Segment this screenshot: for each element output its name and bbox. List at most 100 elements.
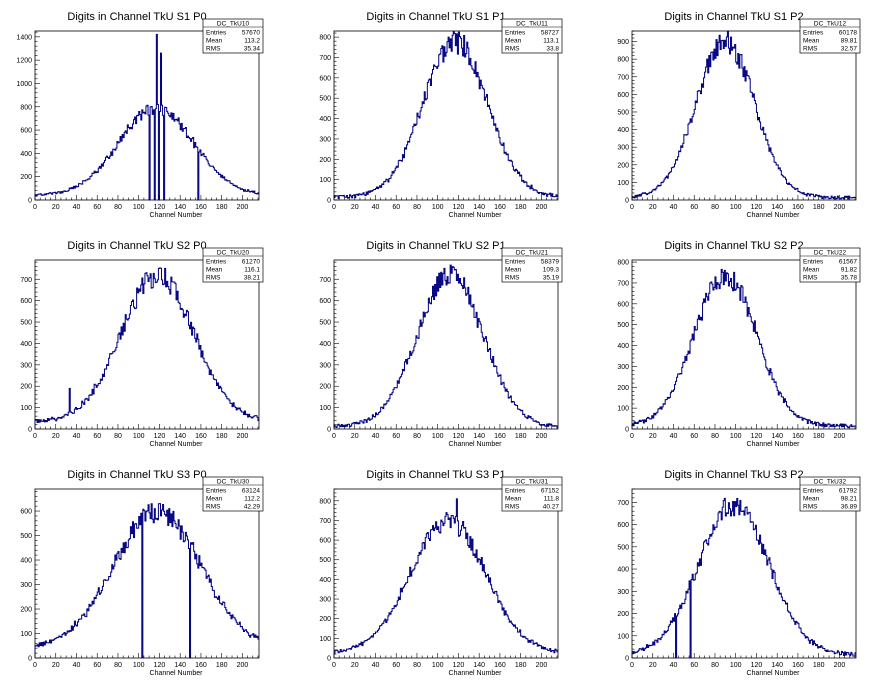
x-tick-label: 60 <box>392 662 400 669</box>
y-tick-label: 0 <box>28 656 32 663</box>
x-tick-label: 180 <box>216 662 228 669</box>
x-tick-label: 160 <box>792 662 804 669</box>
stats-frame <box>799 18 861 54</box>
stats-rms-value: 36.89 <box>841 504 858 511</box>
x-tick-label: 40 <box>73 204 81 211</box>
x-tick-label: 0 <box>332 433 336 440</box>
y-tick-label: 600 <box>617 92 629 99</box>
y-tick-label: 500 <box>319 320 331 327</box>
x-tick-label: 80 <box>413 662 421 669</box>
stats-box: DC_TkU32 Entries 61792 Mean 98.21 RMS 36.89 <box>799 476 861 512</box>
x-tick-label: 160 <box>195 662 207 669</box>
y-tick-label: 200 <box>617 385 629 392</box>
x-tick-label: 80 <box>413 204 421 211</box>
chart-title: Digits in Channel TkU S3 P2 <box>664 469 803 481</box>
x-tick-label: 120 <box>751 204 763 211</box>
stats-entries-label: Entries <box>505 488 526 495</box>
x-tick-label: 160 <box>494 433 506 440</box>
histogram-panel: Digits in Channel TkU S2 P0 0 20 40 60 80 100 1… <box>20 240 264 448</box>
stats-box: DC_TkU22 Entries 61567 Mean 91.82 RMS 35.78 <box>799 247 861 283</box>
x-tick-label: 0 <box>630 662 634 669</box>
x-tick-label: 100 <box>432 662 444 669</box>
y-tick-label: 600 <box>617 522 629 529</box>
stats-entries-label: Entries <box>206 30 227 37</box>
y-tick-label: 800 <box>319 498 331 505</box>
stats-frame <box>501 247 563 283</box>
x-tick-label: 0 <box>332 662 336 669</box>
y-tick-label: 100 <box>319 636 331 643</box>
y-tick-label: 100 <box>617 406 629 413</box>
y-tick-label: 300 <box>319 362 331 369</box>
x-tick-label: 20 <box>351 433 359 440</box>
y-tick-label: 400 <box>20 341 32 348</box>
chart-title: Digits in Channel TkU S2 P0 <box>67 240 206 252</box>
y-tick-label: 400 <box>20 151 32 158</box>
x-tick-label: 40 <box>372 433 380 440</box>
x-tick-label: 60 <box>93 433 101 440</box>
y-tick-label: 0 <box>625 656 629 663</box>
histogram-panel: Digits in Channel TkU S3 P0 0 20 40 60 80 100 1… <box>20 469 264 677</box>
stats-rms-label: RMS <box>206 275 221 282</box>
y-tick-label: 600 <box>319 538 331 545</box>
stats-frame <box>501 476 563 512</box>
x-tick-label: 200 <box>834 433 846 440</box>
x-tick-label: 40 <box>73 662 81 669</box>
stats-mean-label: Mean <box>803 496 820 503</box>
plot-frame <box>34 259 260 430</box>
x-tick-label: 120 <box>453 204 465 211</box>
x-tick-label: 180 <box>515 204 527 211</box>
y-tick-label: 400 <box>319 341 331 348</box>
x-tick-label: 80 <box>711 204 719 211</box>
y-tick-label: 800 <box>20 104 32 111</box>
stats-rms-value: 32.57 <box>841 46 858 53</box>
stats-rms-value: 40.27 <box>543 504 560 511</box>
stats-box: DC_TkU31 Entries 67152 Mean 111.8 RMS 40.27 <box>501 476 563 512</box>
x-tick-label: 0 <box>630 204 634 211</box>
stats-frame <box>202 18 264 54</box>
x-tick-label: 200 <box>237 204 249 211</box>
stats-mean-label: Mean <box>505 38 522 45</box>
plot-frame <box>333 259 559 430</box>
x-tick-label: 140 <box>174 204 186 211</box>
histogram-line <box>333 31 558 200</box>
x-tick-label: 160 <box>494 204 506 211</box>
x-tick-label: 80 <box>711 433 719 440</box>
x-axis-label: Channel Number <box>747 212 801 219</box>
y-tick-label: 300 <box>20 582 32 589</box>
y-tick-label: 200 <box>20 174 32 181</box>
x-tick-label: 100 <box>730 204 742 211</box>
y-tick-label: 100 <box>617 180 629 187</box>
x-tick-label: 80 <box>711 662 719 669</box>
stats-mean-value: 89.81 <box>841 38 858 45</box>
x-tick-label: 40 <box>670 662 678 669</box>
histogram-line <box>631 30 856 200</box>
y-tick-label: 400 <box>20 558 32 565</box>
stats-name: DC_TkU21 <box>516 250 549 257</box>
stats-frame <box>799 247 861 283</box>
y-tick-label: 200 <box>319 384 331 391</box>
stats-mean-label: Mean <box>803 38 820 45</box>
x-tick-label: 100 <box>133 433 145 440</box>
x-tick-label: 140 <box>473 204 485 211</box>
stats-frame <box>202 476 264 512</box>
stats-mean-label: Mean <box>206 38 223 45</box>
stats-mean-label: Mean <box>803 267 820 274</box>
histogram-line <box>333 264 558 429</box>
x-tick-label: 200 <box>536 204 548 211</box>
x-tick-label: 20 <box>649 433 657 440</box>
chart-title: Digits in Channel TkU S1 P1 <box>366 11 505 23</box>
y-tick-label: 200 <box>617 162 629 169</box>
y-tick-label: 500 <box>617 109 629 116</box>
stats-frame <box>799 476 861 512</box>
histogram-panel: Digits in Channel TkU S3 P1 0 20 40 60 80 100 1… <box>319 469 563 677</box>
stats-mean-label: Mean <box>505 496 522 503</box>
stats-name: DC_TkU31 <box>516 479 549 486</box>
x-tick-label: 200 <box>834 204 846 211</box>
x-tick-label: 20 <box>52 433 60 440</box>
x-tick-label: 60 <box>392 433 400 440</box>
x-tick-label: 60 <box>690 433 698 440</box>
stats-entries-label: Entries <box>206 488 227 495</box>
y-tick-label: 0 <box>327 656 331 663</box>
stats-mean-label: Mean <box>206 267 223 274</box>
stats-entries-value: 58379 <box>541 259 559 266</box>
